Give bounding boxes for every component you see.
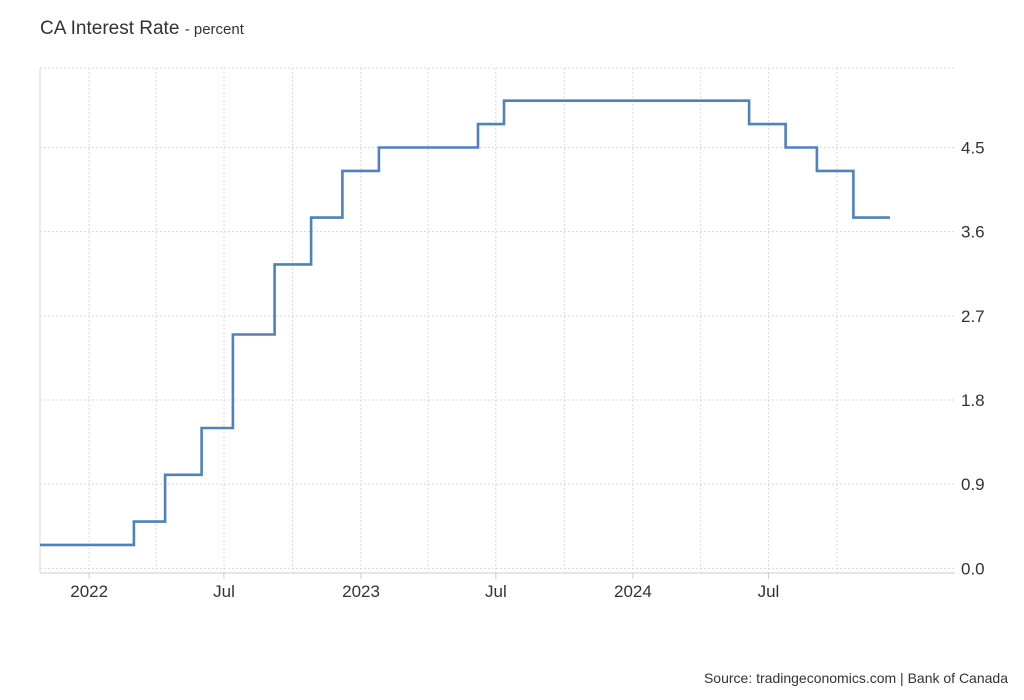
chart-title-text: CA Interest Rate (40, 18, 180, 39)
y-tick-label: 0.9 (961, 475, 985, 494)
x-tick-label: 2024 (614, 582, 652, 601)
y-tick-label: 4.5 (961, 138, 985, 157)
chart-subtitle: - percent (184, 21, 244, 38)
x-tick-label: Jul (213, 582, 235, 601)
interest-rate-series-line (40, 99, 890, 547)
y-tick-label: 3.6 (961, 223, 985, 242)
x-tick-label: Jul (485, 582, 507, 601)
x-tick-label: 2023 (342, 582, 380, 601)
y-tick-label: 1.8 (961, 391, 985, 410)
source-attribution: Source: tradingeconomics.com | Bank of C… (703, 670, 1008, 686)
chart-title: CA Interest Rate - percent (40, 18, 244, 40)
y-tick-label: 2.7 (961, 307, 985, 326)
x-tick-label: Jul (758, 582, 780, 601)
x-tick-label: 2022 (70, 582, 108, 601)
y-tick-label: 0.0 (961, 559, 985, 578)
